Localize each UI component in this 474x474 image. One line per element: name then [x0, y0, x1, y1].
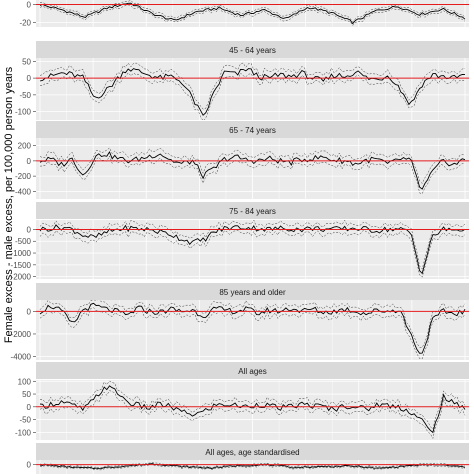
panel-strip	[36, 443, 469, 460]
y-tick-label: -20	[19, 19, 31, 28]
panel-strip	[36, 283, 469, 300]
panel-title: 65 - 74 years	[229, 126, 276, 135]
ci-upper-line	[39, 220, 466, 270]
y-tick-label: -1000	[11, 249, 32, 258]
y-tick-label: 200	[18, 142, 32, 151]
estimate-line	[39, 2, 466, 25]
y-tick-label: 0	[27, 225, 32, 234]
estimate-line	[39, 463, 466, 470]
ci-upper-line	[39, 380, 466, 430]
estimate-line	[39, 151, 466, 190]
panel-4: 85 years and older 0 -2000 -4000	[11, 283, 469, 362]
ci-lower-line	[39, 228, 466, 278]
panel-1: 45 - 64 years 50 0 -50 -100	[15, 41, 469, 120]
panel-title: 45 - 64 years	[229, 46, 276, 55]
y-tick-label: -2000	[11, 273, 32, 282]
panel-strip	[36, 202, 469, 219]
y-tick-label: -200	[15, 172, 32, 181]
ci-lower-line	[39, 307, 466, 360]
y-tick-label: 100	[18, 377, 32, 386]
y-tick-label: -100	[15, 108, 32, 117]
y-tick-label: -500	[15, 237, 32, 246]
ci-upper-line	[39, 462, 466, 468]
panel-strip	[36, 121, 469, 138]
ci-lower-line	[39, 390, 466, 440]
y-tick-label: -1500	[11, 261, 32, 270]
y-tick-label: -100	[15, 428, 32, 437]
y-axis-label: Female excess - male excess, per 100,000…	[3, 66, 15, 343]
panel-3: 75 - 84 years 0 -500 -1000 -1500 -2000	[11, 202, 469, 282]
y-tick-label: 0	[27, 1, 32, 10]
y-tick-label: -50	[19, 91, 31, 100]
y-tick-label: -4000	[11, 353, 32, 362]
panel-strip	[36, 41, 469, 58]
series-group	[39, 462, 466, 471]
panel-0: 0 -20	[19, 0, 469, 28]
y-tick-label: 0	[27, 157, 32, 166]
panel-6: All ages, age standardised 0	[27, 443, 469, 474]
panel-title: 75 - 84 years	[229, 207, 276, 216]
estimate-line	[39, 68, 466, 116]
y-tick-label: 0	[27, 461, 32, 470]
y-tick-label: 0	[27, 403, 32, 412]
panel-2: 65 - 74 years 200 0 -200 -400	[15, 121, 469, 199]
panels: 0 -20 45 - 64 years 50 0 -50 -100 65 - 74 years…	[11, 0, 469, 474]
ci-lower-line	[39, 72, 465, 120]
panel-5: All ages 100 50 0 -50 -100	[15, 362, 469, 440]
series-group	[39, 147, 466, 195]
ci-upper-line	[39, 147, 466, 184]
y-tick-label: 50	[22, 57, 31, 66]
series-group	[39, 0, 466, 26]
panel-title: All ages	[238, 367, 266, 376]
y-tick-label: 0	[27, 74, 32, 83]
y-tick-label: 50	[22, 390, 31, 399]
panel-title: All ages, age standardised	[205, 448, 299, 457]
y-tick-label: 0	[27, 307, 32, 316]
panel-title: 85 years and older	[219, 288, 286, 297]
y-tick-label: -50	[19, 416, 31, 425]
panel-strip	[36, 362, 469, 379]
y-tick-label: -2000	[11, 330, 32, 339]
ci-lower-line	[39, 155, 466, 195]
ci-lower-line	[39, 4, 466, 26]
y-tick-label: -400	[15, 187, 32, 196]
ci-upper-line	[39, 300, 466, 348]
ci-lower-line	[39, 464, 466, 471]
ci-upper-line	[39, 0, 466, 23]
